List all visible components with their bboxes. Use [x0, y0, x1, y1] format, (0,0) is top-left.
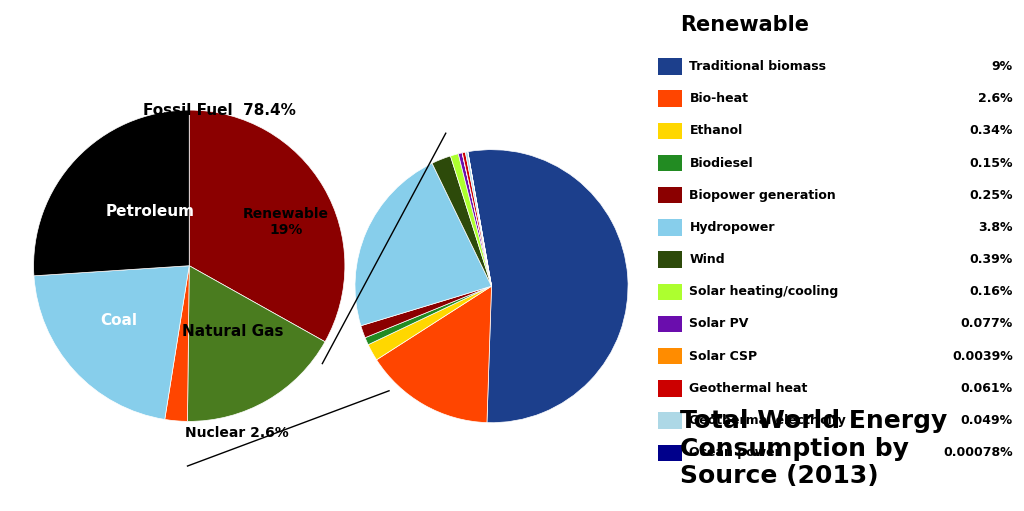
- Text: 0.049%: 0.049%: [961, 414, 1013, 427]
- Text: 0.39%: 0.39%: [970, 253, 1013, 266]
- Bar: [657, 284, 682, 300]
- Bar: [657, 155, 682, 171]
- Text: 9%: 9%: [991, 60, 1013, 73]
- Wedge shape: [360, 286, 492, 338]
- Text: Nuclear 2.6%: Nuclear 2.6%: [185, 426, 289, 440]
- Bar: [657, 219, 682, 236]
- Text: Solar CSP: Solar CSP: [689, 350, 758, 363]
- Text: Biopower generation: Biopower generation: [689, 189, 837, 202]
- Text: Natural Gas: Natural Gas: [182, 323, 284, 339]
- Wedge shape: [189, 110, 345, 342]
- Text: Solar heating/cooling: Solar heating/cooling: [689, 285, 839, 298]
- Text: Coal: Coal: [100, 313, 137, 328]
- Text: 0.00078%: 0.00078%: [943, 446, 1013, 459]
- Text: Geothermal heat: Geothermal heat: [689, 382, 808, 395]
- Text: Biodiesel: Biodiesel: [689, 156, 753, 170]
- Wedge shape: [451, 154, 492, 286]
- Wedge shape: [462, 153, 492, 286]
- Text: 0.077%: 0.077%: [961, 317, 1013, 331]
- Text: Geothermal electricity: Geothermal electricity: [689, 414, 846, 427]
- Bar: [657, 380, 682, 397]
- Wedge shape: [462, 152, 492, 286]
- Wedge shape: [355, 163, 492, 326]
- Text: 0.25%: 0.25%: [970, 189, 1013, 202]
- Text: Bio-heat: Bio-heat: [689, 92, 749, 105]
- Wedge shape: [366, 286, 492, 345]
- Text: 0.061%: 0.061%: [961, 382, 1013, 395]
- Wedge shape: [187, 266, 325, 422]
- Text: Solar PV: Solar PV: [689, 317, 749, 331]
- Wedge shape: [468, 152, 492, 286]
- Text: Ocean power: Ocean power: [689, 446, 781, 459]
- Text: 0.15%: 0.15%: [970, 156, 1013, 170]
- Bar: [657, 58, 682, 75]
- Text: Hydropower: Hydropower: [689, 221, 775, 234]
- Text: Total World Energy
Consumption by
Source (2013): Total World Energy Consumption by Source…: [680, 409, 947, 489]
- Bar: [657, 251, 682, 268]
- Bar: [657, 316, 682, 332]
- Wedge shape: [432, 156, 492, 286]
- Text: Traditional biomass: Traditional biomass: [689, 60, 826, 73]
- Bar: [657, 348, 682, 364]
- Text: 0.0039%: 0.0039%: [952, 350, 1013, 363]
- Wedge shape: [377, 286, 492, 423]
- Wedge shape: [468, 150, 628, 423]
- Text: 2.6%: 2.6%: [978, 92, 1013, 105]
- Wedge shape: [165, 266, 189, 422]
- Text: 3.8%: 3.8%: [978, 221, 1013, 234]
- Text: Renewable: Renewable: [680, 15, 809, 35]
- Wedge shape: [369, 286, 492, 360]
- Wedge shape: [465, 152, 492, 286]
- Text: Fossil Fuel  78.4%: Fossil Fuel 78.4%: [142, 103, 295, 118]
- Text: Petroleum: Petroleum: [105, 204, 195, 219]
- Text: 0.16%: 0.16%: [970, 285, 1013, 298]
- Bar: [657, 187, 682, 203]
- Text: 0.34%: 0.34%: [970, 124, 1013, 137]
- Text: Ethanol: Ethanol: [689, 124, 742, 137]
- Bar: [657, 123, 682, 139]
- Wedge shape: [34, 266, 189, 420]
- Wedge shape: [34, 110, 189, 276]
- Bar: [657, 90, 682, 107]
- Bar: [657, 445, 682, 461]
- Bar: [657, 412, 682, 429]
- Wedge shape: [459, 153, 492, 286]
- Text: Wind: Wind: [689, 253, 725, 266]
- Text: Renewable
19%: Renewable 19%: [243, 207, 329, 237]
